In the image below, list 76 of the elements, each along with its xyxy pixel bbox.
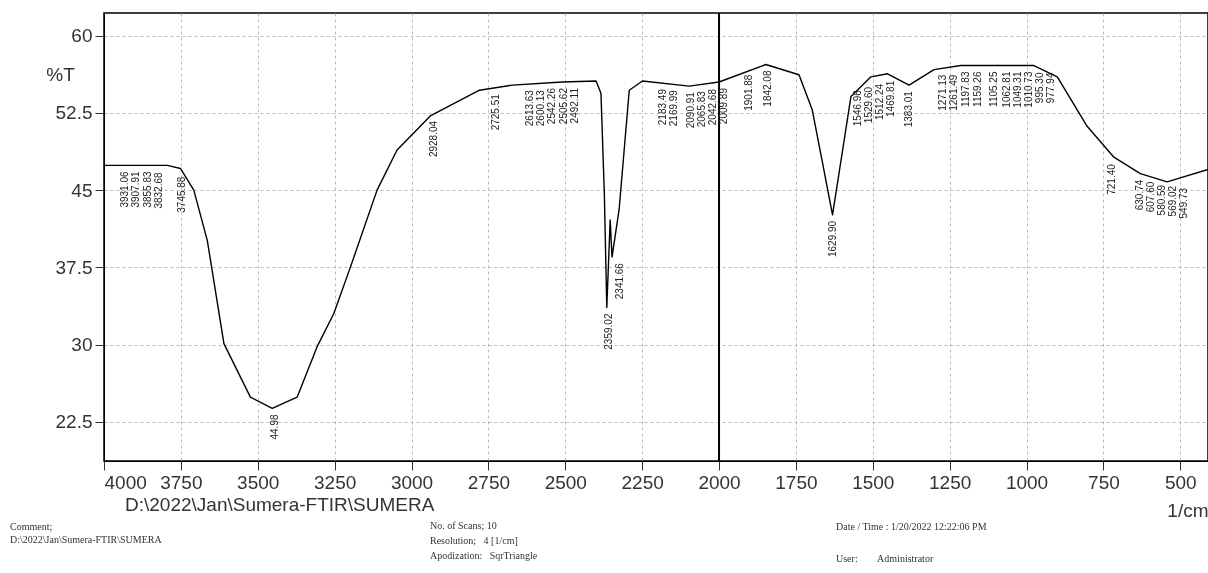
x-tick-label: 3000 — [390, 471, 434, 493]
annotation: 3745.88 — [176, 176, 188, 213]
annotation: 721.40 — [1106, 163, 1118, 195]
annotation: 1049.31 — [1012, 71, 1024, 108]
annotation: 2065.83 — [696, 90, 708, 128]
y-axis-title: %T — [46, 63, 76, 85]
text: Apodization: SqrTriangle — [430, 550, 538, 561]
annotation: 977.94 — [1045, 72, 1057, 104]
x-tick-label: 2250 — [621, 471, 664, 493]
annotation: 2009.89 — [718, 87, 730, 125]
x-tick-label: 3500 — [237, 471, 280, 493]
annotation: 1842.08 — [761, 70, 773, 107]
annotation: 2090.91 — [685, 91, 697, 129]
x-tick-label: 1250 — [929, 471, 972, 493]
x-tick-label: 500 — [1164, 471, 1197, 493]
text: No. of Scans; 10 — [430, 520, 497, 531]
annotation: 3931.06 — [119, 170, 131, 208]
y-tick-label: 22.5 — [55, 411, 93, 433]
annotation: 1271.13 — [937, 74, 949, 111]
annotation: 2505.62 — [557, 87, 569, 125]
annotation: 995.30 — [1034, 72, 1046, 104]
annotation: 2725.51 — [489, 93, 501, 131]
x-tick-label: 3250 — [314, 471, 357, 493]
text: Comment; — [10, 521, 53, 532]
y-tick-label: 60 — [71, 25, 93, 47]
annotation: 2042.68 — [707, 88, 719, 126]
annotation: 3855.83 — [142, 170, 154, 208]
annotation: 2492.11 — [568, 87, 580, 124]
annotation: 580.59 — [1156, 184, 1168, 216]
y-tick-label: 45 — [71, 179, 93, 201]
annotation: 2169.99 — [667, 89, 679, 127]
annotation: 630.74 — [1134, 179, 1146, 211]
annotation: 2341.66 — [613, 262, 625, 300]
annotation: 1159.26 — [971, 71, 983, 107]
annotation: 2928.04 — [427, 120, 439, 158]
text: User: Administrator — [836, 553, 934, 564]
text: D:\2022\Jan\Sumera-FTIR\SUMERA — [10, 534, 162, 545]
annotation: 1469.81 — [885, 80, 897, 117]
x-tick-label: 2000 — [698, 471, 741, 493]
x-axis-title: 1/cm — [1167, 499, 1208, 521]
x-tick-label: 3750 — [160, 471, 203, 493]
annotation: 569.02 — [1167, 185, 1179, 217]
annotation: 44.98 — [268, 414, 280, 440]
x-tick-label: 1000 — [1005, 471, 1049, 493]
annotation: 1062.81 — [1001, 71, 1013, 108]
x-tick-label: 2500 — [544, 471, 587, 493]
annotation: 1546.96 — [852, 89, 864, 127]
annotation: 1512.24 — [874, 83, 886, 121]
annotation: 2613.63 — [524, 89, 536, 127]
text: Resolution; 4 [1/cm] — [430, 535, 518, 546]
x-tick-label: 1500 — [852, 471, 895, 493]
annotation: 1901.88 — [743, 74, 755, 111]
annotation: 1010.73 — [1023, 71, 1035, 108]
annotation: 1261.49 — [948, 74, 960, 111]
y-tick-label: 30 — [71, 334, 93, 356]
annotation: 2359.02 — [602, 313, 614, 350]
x-tick-label: 750 — [1088, 471, 1120, 493]
x-tick-label: 2750 — [467, 471, 511, 493]
annotation: 2183.49 — [656, 88, 668, 126]
annotation: 1529.60 — [863, 86, 875, 124]
annotation: 3832.68 — [153, 172, 165, 209]
y-tick-label: 37.5 — [55, 256, 93, 278]
annotation: 3907.91 — [130, 170, 142, 208]
annotation: 607.60 — [1145, 181, 1157, 213]
annotation: 2600.13 — [535, 89, 547, 127]
text: Date / Time : 1/20/2022 12:22:06 PM — [836, 521, 987, 532]
annotation: 2542.26 — [546, 87, 558, 125]
annotation: 1383.01 — [902, 90, 914, 128]
text: D:\2022\Jan\Sumera-FTIR\SUMERA — [125, 494, 435, 516]
x-tick-label: 1750 — [775, 471, 818, 493]
annotation: 1105.25 — [988, 71, 1000, 107]
annotation: 1629.90 — [826, 220, 838, 258]
y-tick-label: 52.5 — [55, 102, 93, 124]
annotation: 549.73 — [1178, 187, 1190, 219]
x-tick-label: 4000 — [104, 471, 147, 493]
annotation: 1197.83 — [959, 71, 971, 107]
